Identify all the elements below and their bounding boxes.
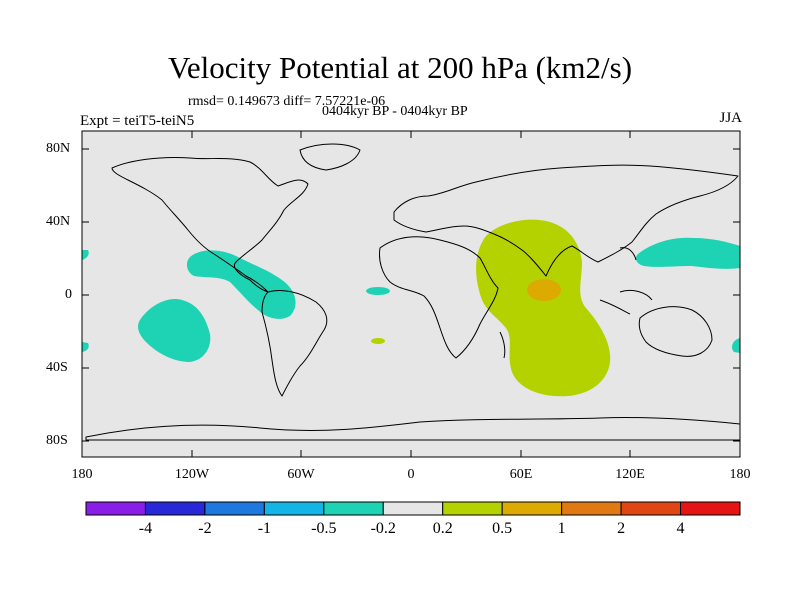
colorbar-label: 1 (558, 520, 566, 538)
colorbar-swatch (264, 502, 323, 515)
colorbar-swatch (443, 502, 502, 515)
colorbar-label: 4 (677, 520, 685, 538)
colorbar-swatch (502, 502, 561, 515)
colorbar-swatch (562, 502, 621, 515)
colorbar-label: 0.2 (433, 520, 453, 538)
colorbar-label: 0.5 (492, 520, 512, 538)
colorbar-swatch (324, 502, 383, 515)
colorbar-swatch (205, 502, 264, 515)
colorbar-swatch (681, 502, 740, 515)
colorbar-label: -4 (139, 520, 152, 538)
colorbar-swatch (86, 502, 145, 515)
colorbar-label: -1 (258, 520, 271, 538)
colorbar-swatch (621, 502, 680, 515)
colorbar-swatch (145, 502, 204, 515)
colorbar-label: -2 (198, 520, 211, 538)
colorbar-label: -0.2 (371, 520, 396, 538)
colorbar-label: 2 (617, 520, 625, 538)
colorbar (0, 0, 800, 600)
colorbar-swatch (383, 502, 442, 515)
colorbar-label: -0.5 (311, 520, 336, 538)
